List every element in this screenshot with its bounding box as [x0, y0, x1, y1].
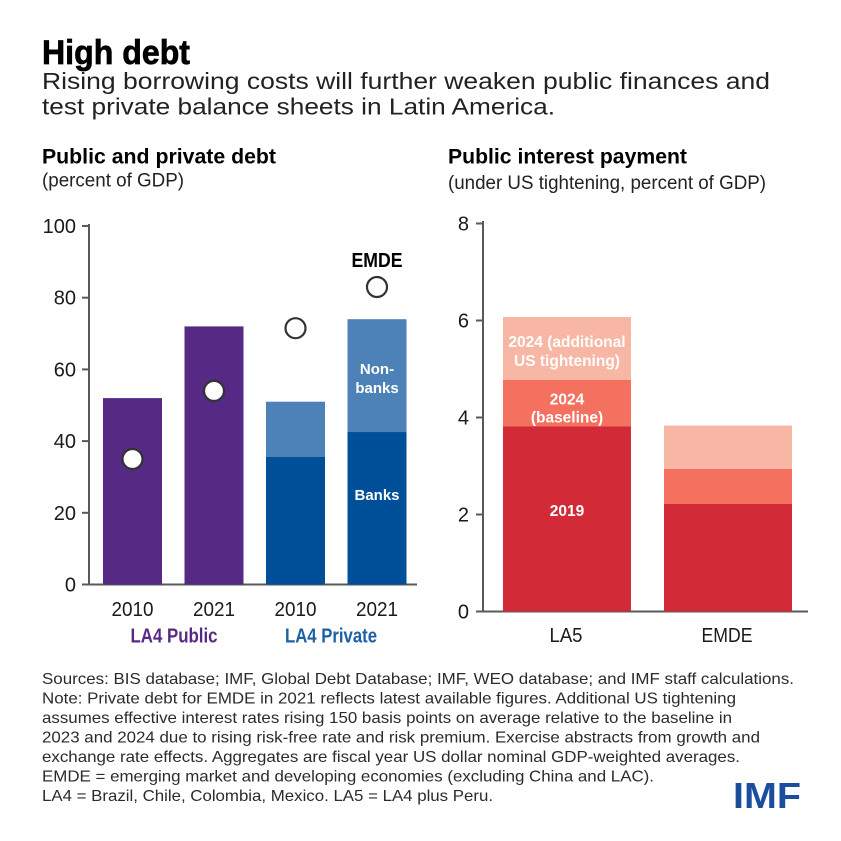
svg-text:8: 8 — [458, 214, 469, 236]
svg-text:(under US tightening, percent: (under US tightening, percent of GDP) — [448, 172, 766, 194]
svg-text:0: 0 — [65, 575, 76, 597]
svg-text:2019: 2019 — [550, 503, 585, 520]
svg-text:LA4 Private: LA4 Private — [285, 626, 377, 648]
svg-text:LA4 = Brazil, Chile, Colombia,: LA4 = Brazil, Chile, Colombia, Mexico. L… — [42, 788, 493, 805]
svg-text:6: 6 — [458, 311, 469, 333]
svg-text:2: 2 — [458, 505, 469, 527]
svg-text:Public interest payment: Public interest payment — [448, 145, 687, 169]
svg-text:2023 and 2024 due to rising ri: 2023 and 2024 due to rising risk-free ra… — [42, 730, 760, 747]
svg-text:Non-: Non- — [360, 361, 394, 378]
svg-text:EMDE = emerging market and dev: EMDE = emerging market and developing ec… — [42, 769, 654, 786]
svg-text:US tightening): US tightening) — [514, 353, 620, 370]
svg-text:LA4 Public: LA4 Public — [131, 626, 218, 648]
svg-text:60: 60 — [54, 359, 76, 381]
svg-text:(baseline): (baseline) — [531, 410, 603, 427]
svg-text:2024: 2024 — [550, 392, 585, 409]
svg-text:2021: 2021 — [356, 599, 398, 621]
svg-text:2010: 2010 — [275, 599, 317, 621]
svg-text:High debt: High debt — [42, 34, 190, 72]
svg-text:banks: banks — [355, 380, 398, 397]
svg-text:40: 40 — [54, 431, 76, 453]
svg-text:Banks: Banks — [354, 487, 399, 504]
svg-text:0: 0 — [458, 602, 469, 624]
svg-text:4: 4 — [458, 408, 469, 430]
svg-text:Note: Private debt for EMDE in: Note: Private debt for EMDE in 2021 refl… — [42, 691, 736, 708]
svg-text:Public and private debt: Public and private debt — [42, 145, 276, 169]
svg-text:100: 100 — [43, 216, 76, 238]
svg-text:2021: 2021 — [193, 599, 235, 621]
svg-text:(percent of GDP): (percent of GDP) — [42, 170, 184, 192]
svg-text:exchange rate effects. Aggrega: exchange rate effects. Aggregates are fi… — [42, 749, 740, 766]
svg-text:2010: 2010 — [112, 599, 154, 621]
svg-text:Rising borrowing costs will fu: Rising borrowing costs will further weak… — [42, 68, 770, 94]
svg-text:2024 (additional: 2024 (additional — [508, 334, 625, 351]
svg-text:LA5: LA5 — [550, 625, 583, 647]
svg-text:IMF: IMF — [733, 775, 801, 816]
svg-text:EMDE: EMDE — [352, 250, 403, 272]
svg-text:20: 20 — [54, 503, 76, 525]
svg-text:Sources: BIS database; IMF, Gl: Sources: BIS database; IMF, Global Debt … — [42, 671, 794, 688]
svg-text:test private balance sheets in: test private balance sheets in Latin Ame… — [42, 94, 555, 120]
svg-text:80: 80 — [54, 288, 76, 310]
svg-text:assumes effective interest rat: assumes effective interest rates rising … — [42, 710, 732, 727]
svg-text:EMDE: EMDE — [702, 625, 753, 647]
